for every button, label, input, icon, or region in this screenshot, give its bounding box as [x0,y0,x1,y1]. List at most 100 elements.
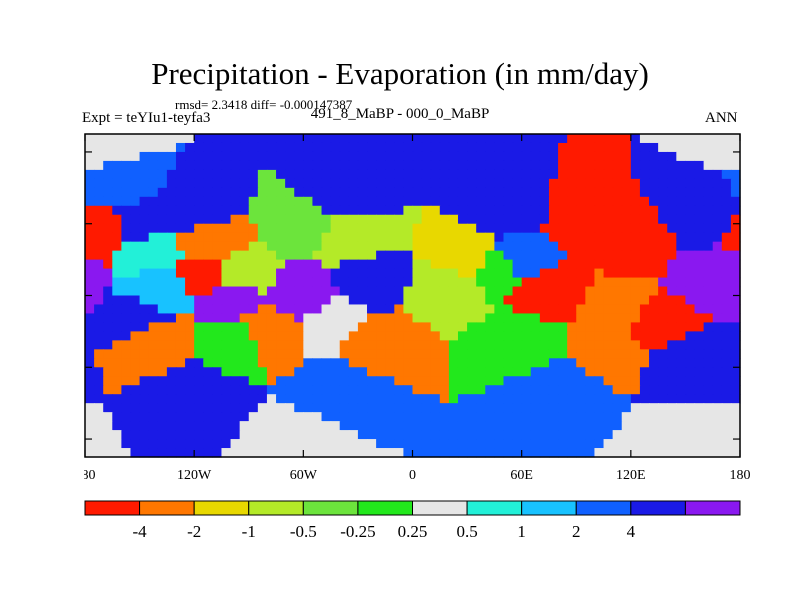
field-cell [385,304,395,315]
field-cell [385,241,395,252]
field-cell [94,214,104,225]
field-cell [448,304,459,315]
field-cell [348,259,359,270]
field-cell [430,178,441,189]
field-cell [703,187,714,198]
field-cell [194,376,204,386]
field-cell [130,169,141,180]
field-cell [403,448,414,458]
field-cell [503,403,514,413]
field-cell [457,385,468,395]
field-cell [330,367,341,377]
field-cell [130,430,141,440]
field-cell [130,412,141,422]
field-cell [166,178,177,189]
field-cell [321,142,332,153]
field-cell [412,250,423,261]
field-cell [658,403,668,413]
field-cell [658,331,668,341]
field-cell [367,340,377,350]
field-cell [448,196,459,207]
field-cell [212,394,223,404]
field-cell [330,295,341,306]
field-cell [694,223,705,234]
field-cell [394,295,405,306]
field-cell [712,196,723,207]
field-cell [567,331,577,341]
field-cell [194,340,204,350]
field-cell [230,134,241,144]
field-cell [658,322,668,332]
field-cell [203,232,213,243]
field-cell [639,313,650,324]
field-cell [703,169,714,180]
field-cell [403,187,414,198]
field-cell [685,205,696,216]
field-cell [621,439,632,449]
field-cell [257,340,268,350]
field-cell [185,412,195,422]
field-cell [548,241,559,252]
field-cell [175,196,186,207]
field-cell [676,430,687,440]
field-cell [94,196,104,207]
field-cell [203,295,213,306]
field-cell [512,169,523,180]
field-cell [558,331,568,341]
field-cell [530,250,541,261]
field-cell [285,313,295,324]
field-cell [157,295,168,306]
field-cell [476,295,486,306]
field-cell [621,250,632,261]
field-cell [630,151,641,162]
field-cell [385,134,395,144]
field-cell [585,367,596,377]
field-cell [139,205,150,216]
field-cell [185,304,195,315]
field-cell [230,358,241,368]
field-cell [348,412,359,422]
field-cell [221,439,232,449]
field-cell [585,421,596,431]
field-cell [130,358,141,368]
field-cell [412,223,423,234]
field-cell [467,241,477,252]
field-cell [94,313,104,324]
field-cell [703,322,714,332]
field-cell [412,160,423,171]
field-cell [430,412,441,422]
field-cell [321,367,332,377]
field-cell [130,340,141,350]
field-cell [221,295,232,306]
field-cell [157,259,168,270]
field-cell [649,178,659,189]
field-cell [603,412,614,422]
field-cell [175,286,186,297]
field-cell [257,439,268,449]
field-cell [521,331,532,341]
field-cell [348,304,359,315]
field-cell [439,232,450,243]
field-cell [403,403,414,413]
field-cell [130,187,141,198]
field-cell [239,277,250,288]
field-cell [276,421,286,431]
field-cell [103,169,113,180]
field-cell [521,367,532,377]
field-cell [621,196,632,207]
field-cell [476,134,486,144]
field-cell [576,250,586,261]
field-cell [448,169,459,180]
field-cell [94,331,104,341]
field-cell [230,367,241,377]
field-cell [676,448,687,458]
field-cell [676,358,687,368]
field-cell [239,205,250,216]
field-cell [321,340,332,350]
field-cell [367,331,377,341]
field-cell [421,394,432,404]
field-cell [630,403,641,413]
field-cell [412,268,423,279]
field-cell [467,223,477,234]
field-cell [103,403,113,413]
